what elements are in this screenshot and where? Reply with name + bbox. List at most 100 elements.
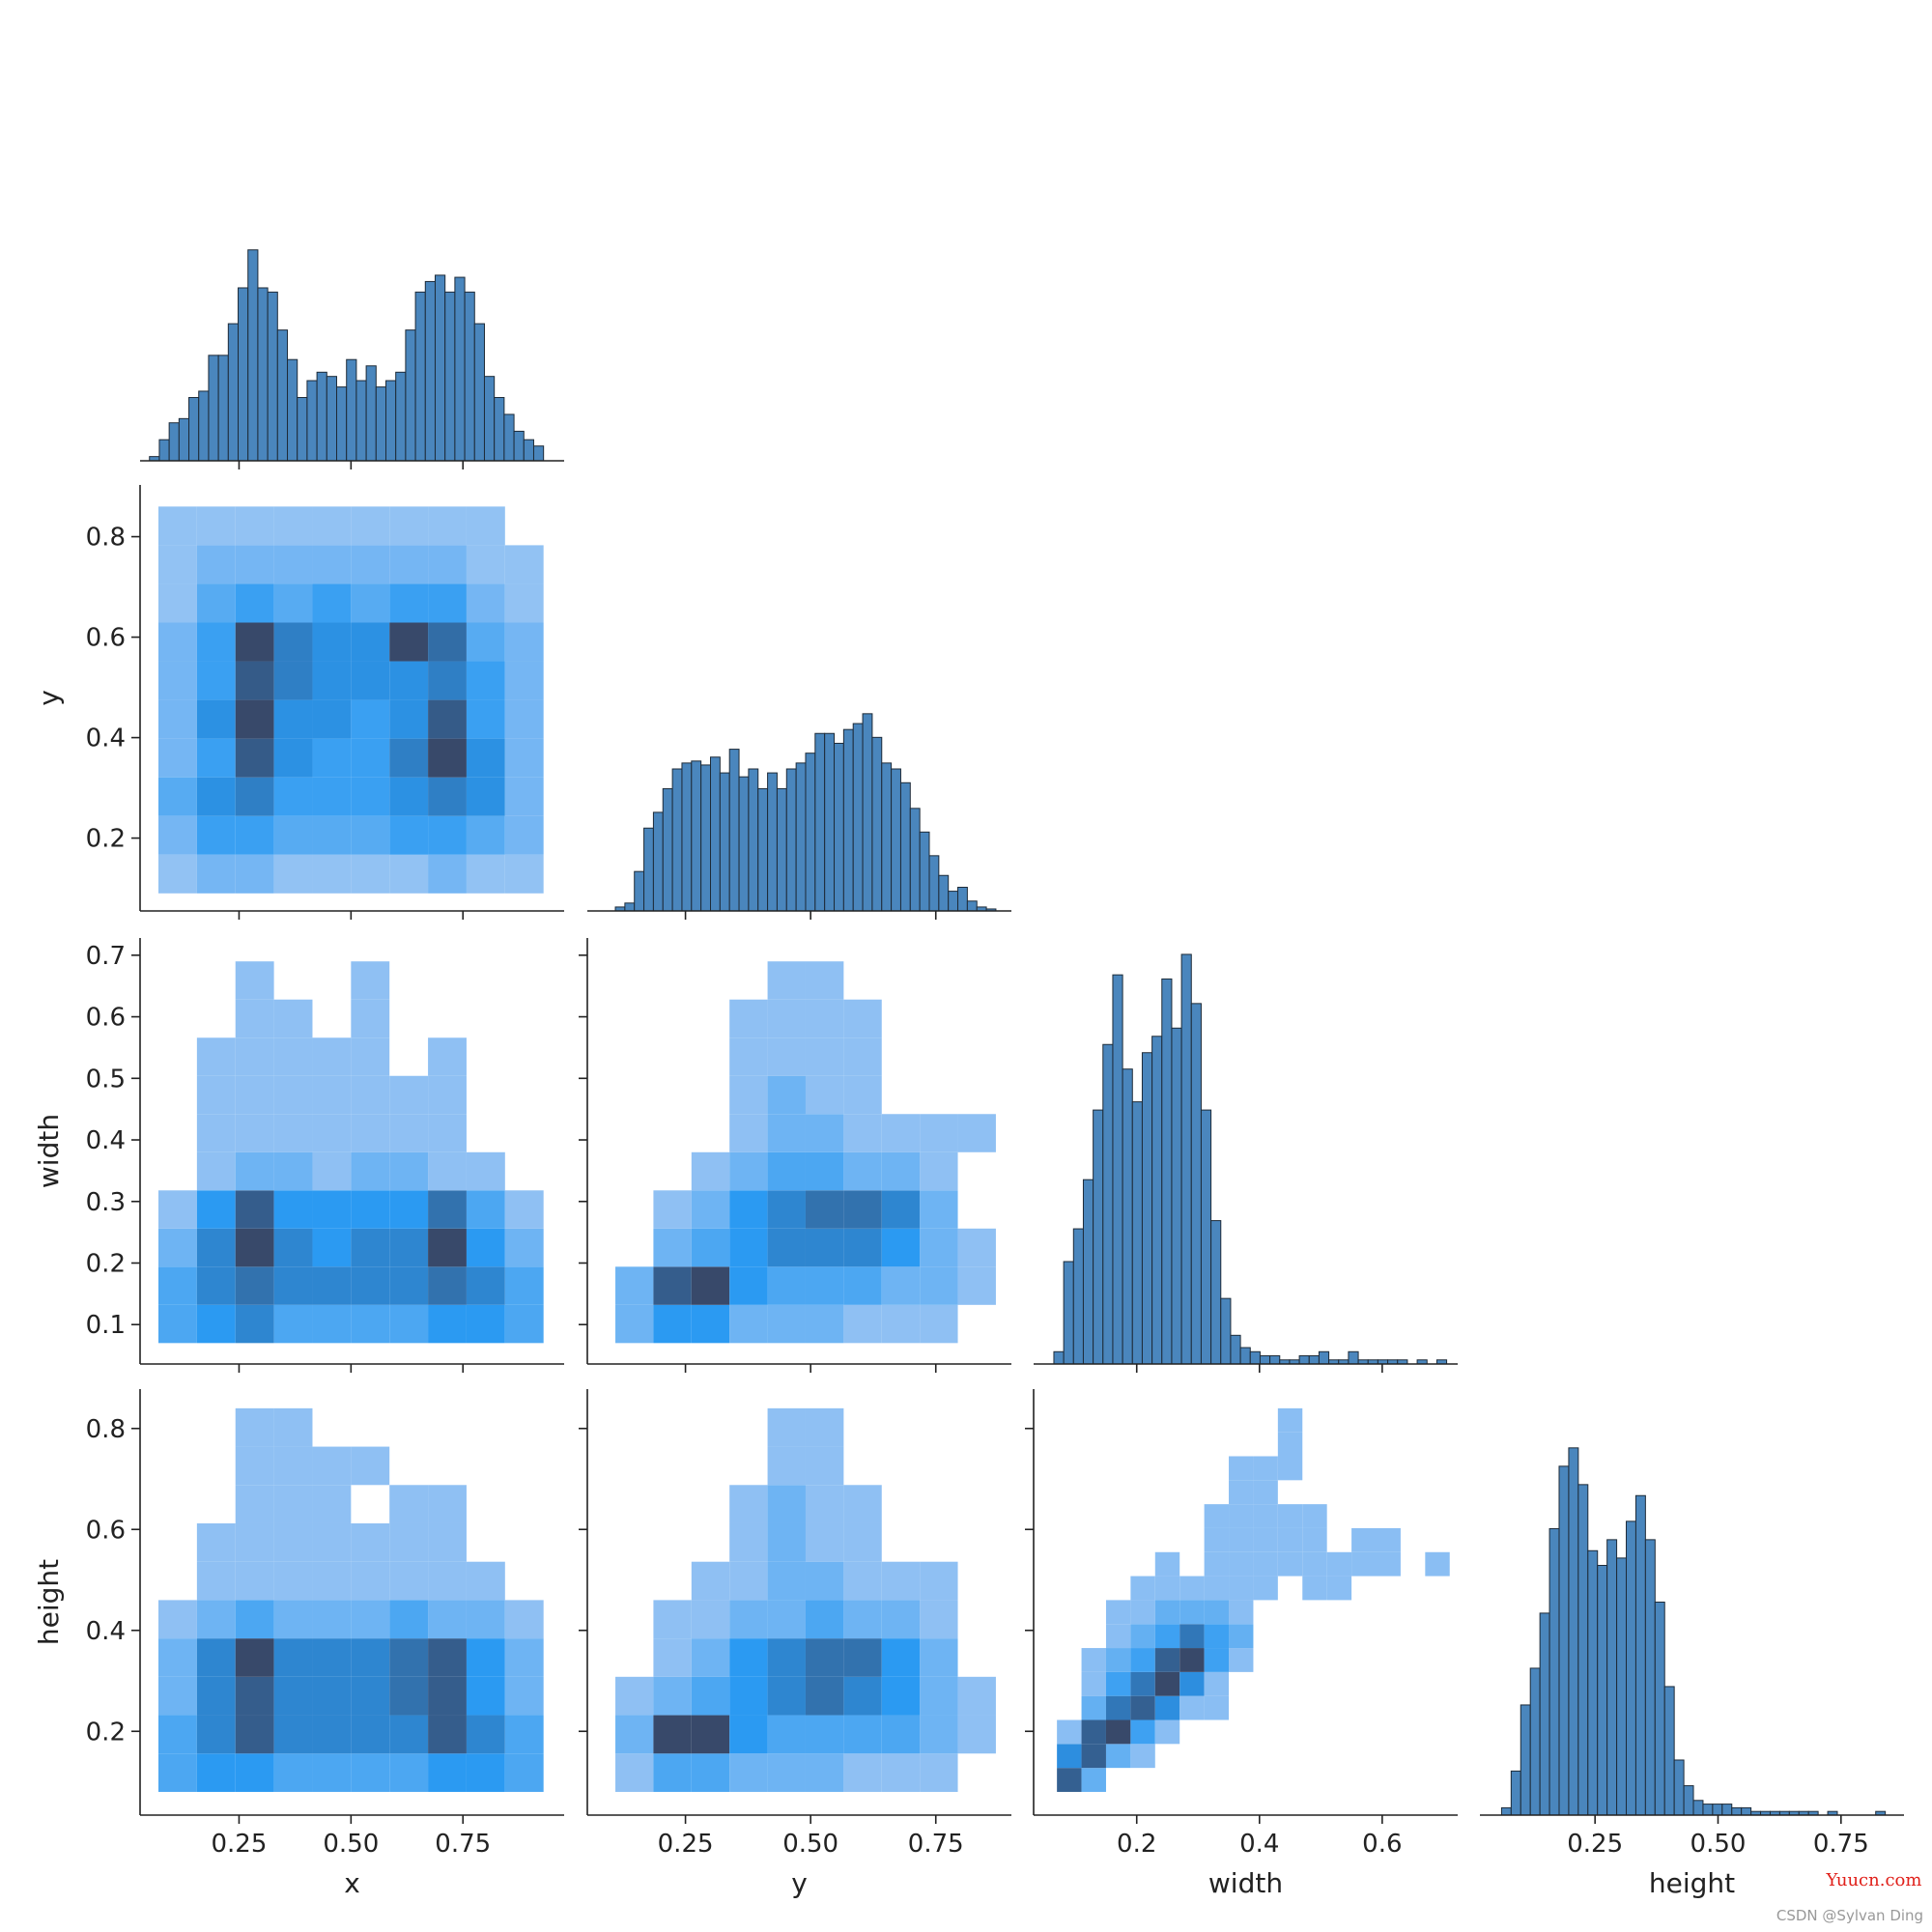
heatmap-cell [653, 1753, 692, 1792]
heatmap-cell [312, 1753, 352, 1792]
heatmap-cell [196, 1037, 236, 1076]
heatmap-cell [504, 699, 544, 739]
bar [1298, 1355, 1310, 1365]
heatmap-cell [691, 1228, 730, 1267]
x-tick-label: 0.50 [1690, 1830, 1747, 1859]
heatmap-cell [881, 1676, 921, 1716]
heatmap-cell [920, 1638, 958, 1677]
heatmap-cell [1302, 1551, 1327, 1577]
heatmap-cell [273, 999, 313, 1038]
heatmap-cell [504, 622, 544, 662]
heatmap-cell [1081, 1744, 1106, 1769]
heatmap-cell [1204, 1576, 1230, 1601]
heatmap-cell [504, 1266, 544, 1305]
bar [464, 291, 475, 462]
heatmap-cell [767, 1407, 806, 1447]
heatmap-cell [881, 1114, 921, 1152]
heatmap-cell [504, 661, 544, 700]
heatmap-cell [1204, 1624, 1230, 1649]
heatmap-cell [312, 1715, 352, 1754]
heatmap-cell [351, 622, 390, 662]
heatmap-cell [767, 1715, 806, 1754]
bar [247, 249, 259, 462]
heatmap-cell [351, 1037, 390, 1076]
heatmap-cell [843, 1676, 882, 1716]
x-tick-label: 0.25 [658, 1830, 714, 1859]
heatmap-cell [312, 815, 352, 855]
heatmap-cell [196, 777, 236, 816]
heatmap-cell [158, 506, 197, 546]
heatmap-cell [767, 1075, 806, 1115]
heatmap-cell [691, 1715, 730, 1754]
heatmap-cell [1130, 1624, 1155, 1649]
bar [1683, 1785, 1694, 1816]
heatmap-cell [729, 1304, 768, 1344]
heatmap-cell [312, 1561, 352, 1601]
heatmap-cell [653, 1715, 692, 1754]
heatmap-cell [351, 999, 390, 1038]
heatmap-cell [351, 1753, 390, 1792]
heatmap-cell [957, 1114, 996, 1152]
bar [662, 787, 673, 912]
heatmap-cell [428, 815, 467, 855]
heatmap-cell [767, 1114, 806, 1152]
bar [326, 376, 338, 462]
bar [710, 756, 721, 912]
heatmap-cell [235, 738, 274, 778]
heatmap-cell [805, 1522, 844, 1562]
heatmap-cell [389, 1075, 429, 1115]
heatmap-cell [1302, 1527, 1327, 1552]
heatmap-cell [504, 1600, 544, 1639]
bar [719, 772, 730, 912]
heatmap-cell [920, 1753, 958, 1792]
heatmap-cell [273, 1407, 313, 1447]
heatmap-cell [273, 854, 313, 894]
heatmap-cell [881, 1266, 921, 1305]
bar [643, 827, 654, 912]
heatmap-cell [389, 1561, 429, 1601]
heatmap-cell [1154, 1719, 1180, 1745]
y-tick-label: 0.3 [86, 1188, 126, 1217]
heatmap-cell [273, 1715, 313, 1754]
heatmap-cell [729, 1600, 768, 1639]
heatmap-cell [805, 1114, 844, 1152]
heatmap-cell [466, 545, 505, 584]
heatmap-cell [389, 1114, 429, 1152]
heatmap-cell [312, 506, 352, 546]
heatmap-cell [312, 777, 352, 816]
heatmap-cell [1179, 1600, 1205, 1625]
heatmap-cell [805, 1676, 844, 1716]
bar [198, 390, 210, 462]
heatmap-cell [881, 1715, 921, 1754]
heatmap-cell [428, 622, 467, 662]
heatmap-cell [843, 1075, 882, 1115]
heatmap-cell [920, 1190, 958, 1229]
bar [424, 280, 436, 462]
heatmap-cell [158, 1715, 197, 1754]
heatmap-cell [1204, 1504, 1230, 1528]
heatmap-cell [235, 506, 274, 546]
heatmap-cell [729, 1753, 768, 1792]
heatmap-cell [196, 1561, 236, 1601]
heatmap-cell [691, 1753, 730, 1792]
heatmap-cell [351, 1522, 390, 1562]
bar [178, 417, 190, 462]
bar [473, 323, 485, 462]
bar [414, 291, 426, 462]
heatmap-cell [466, 1228, 505, 1267]
heatmap-cell [196, 1715, 236, 1754]
heatmap-cell [312, 1446, 352, 1486]
heatmap-cell [158, 738, 197, 778]
heatmap-cell [1326, 1551, 1352, 1577]
heatmap-cell [1229, 1551, 1254, 1577]
heatmap-cell [196, 1638, 236, 1677]
heatmap-cell [312, 1228, 352, 1267]
heatmap-cell [351, 1228, 390, 1267]
heatmap-cell [235, 1228, 274, 1267]
heatmap-cell [1154, 1576, 1180, 1601]
heatmap-cell [428, 1075, 467, 1115]
heatmap-cell [920, 1600, 958, 1639]
heatmap-cell [1154, 1648, 1180, 1672]
heatmap-cell [1204, 1600, 1230, 1625]
heatmap-cell [504, 1638, 544, 1677]
